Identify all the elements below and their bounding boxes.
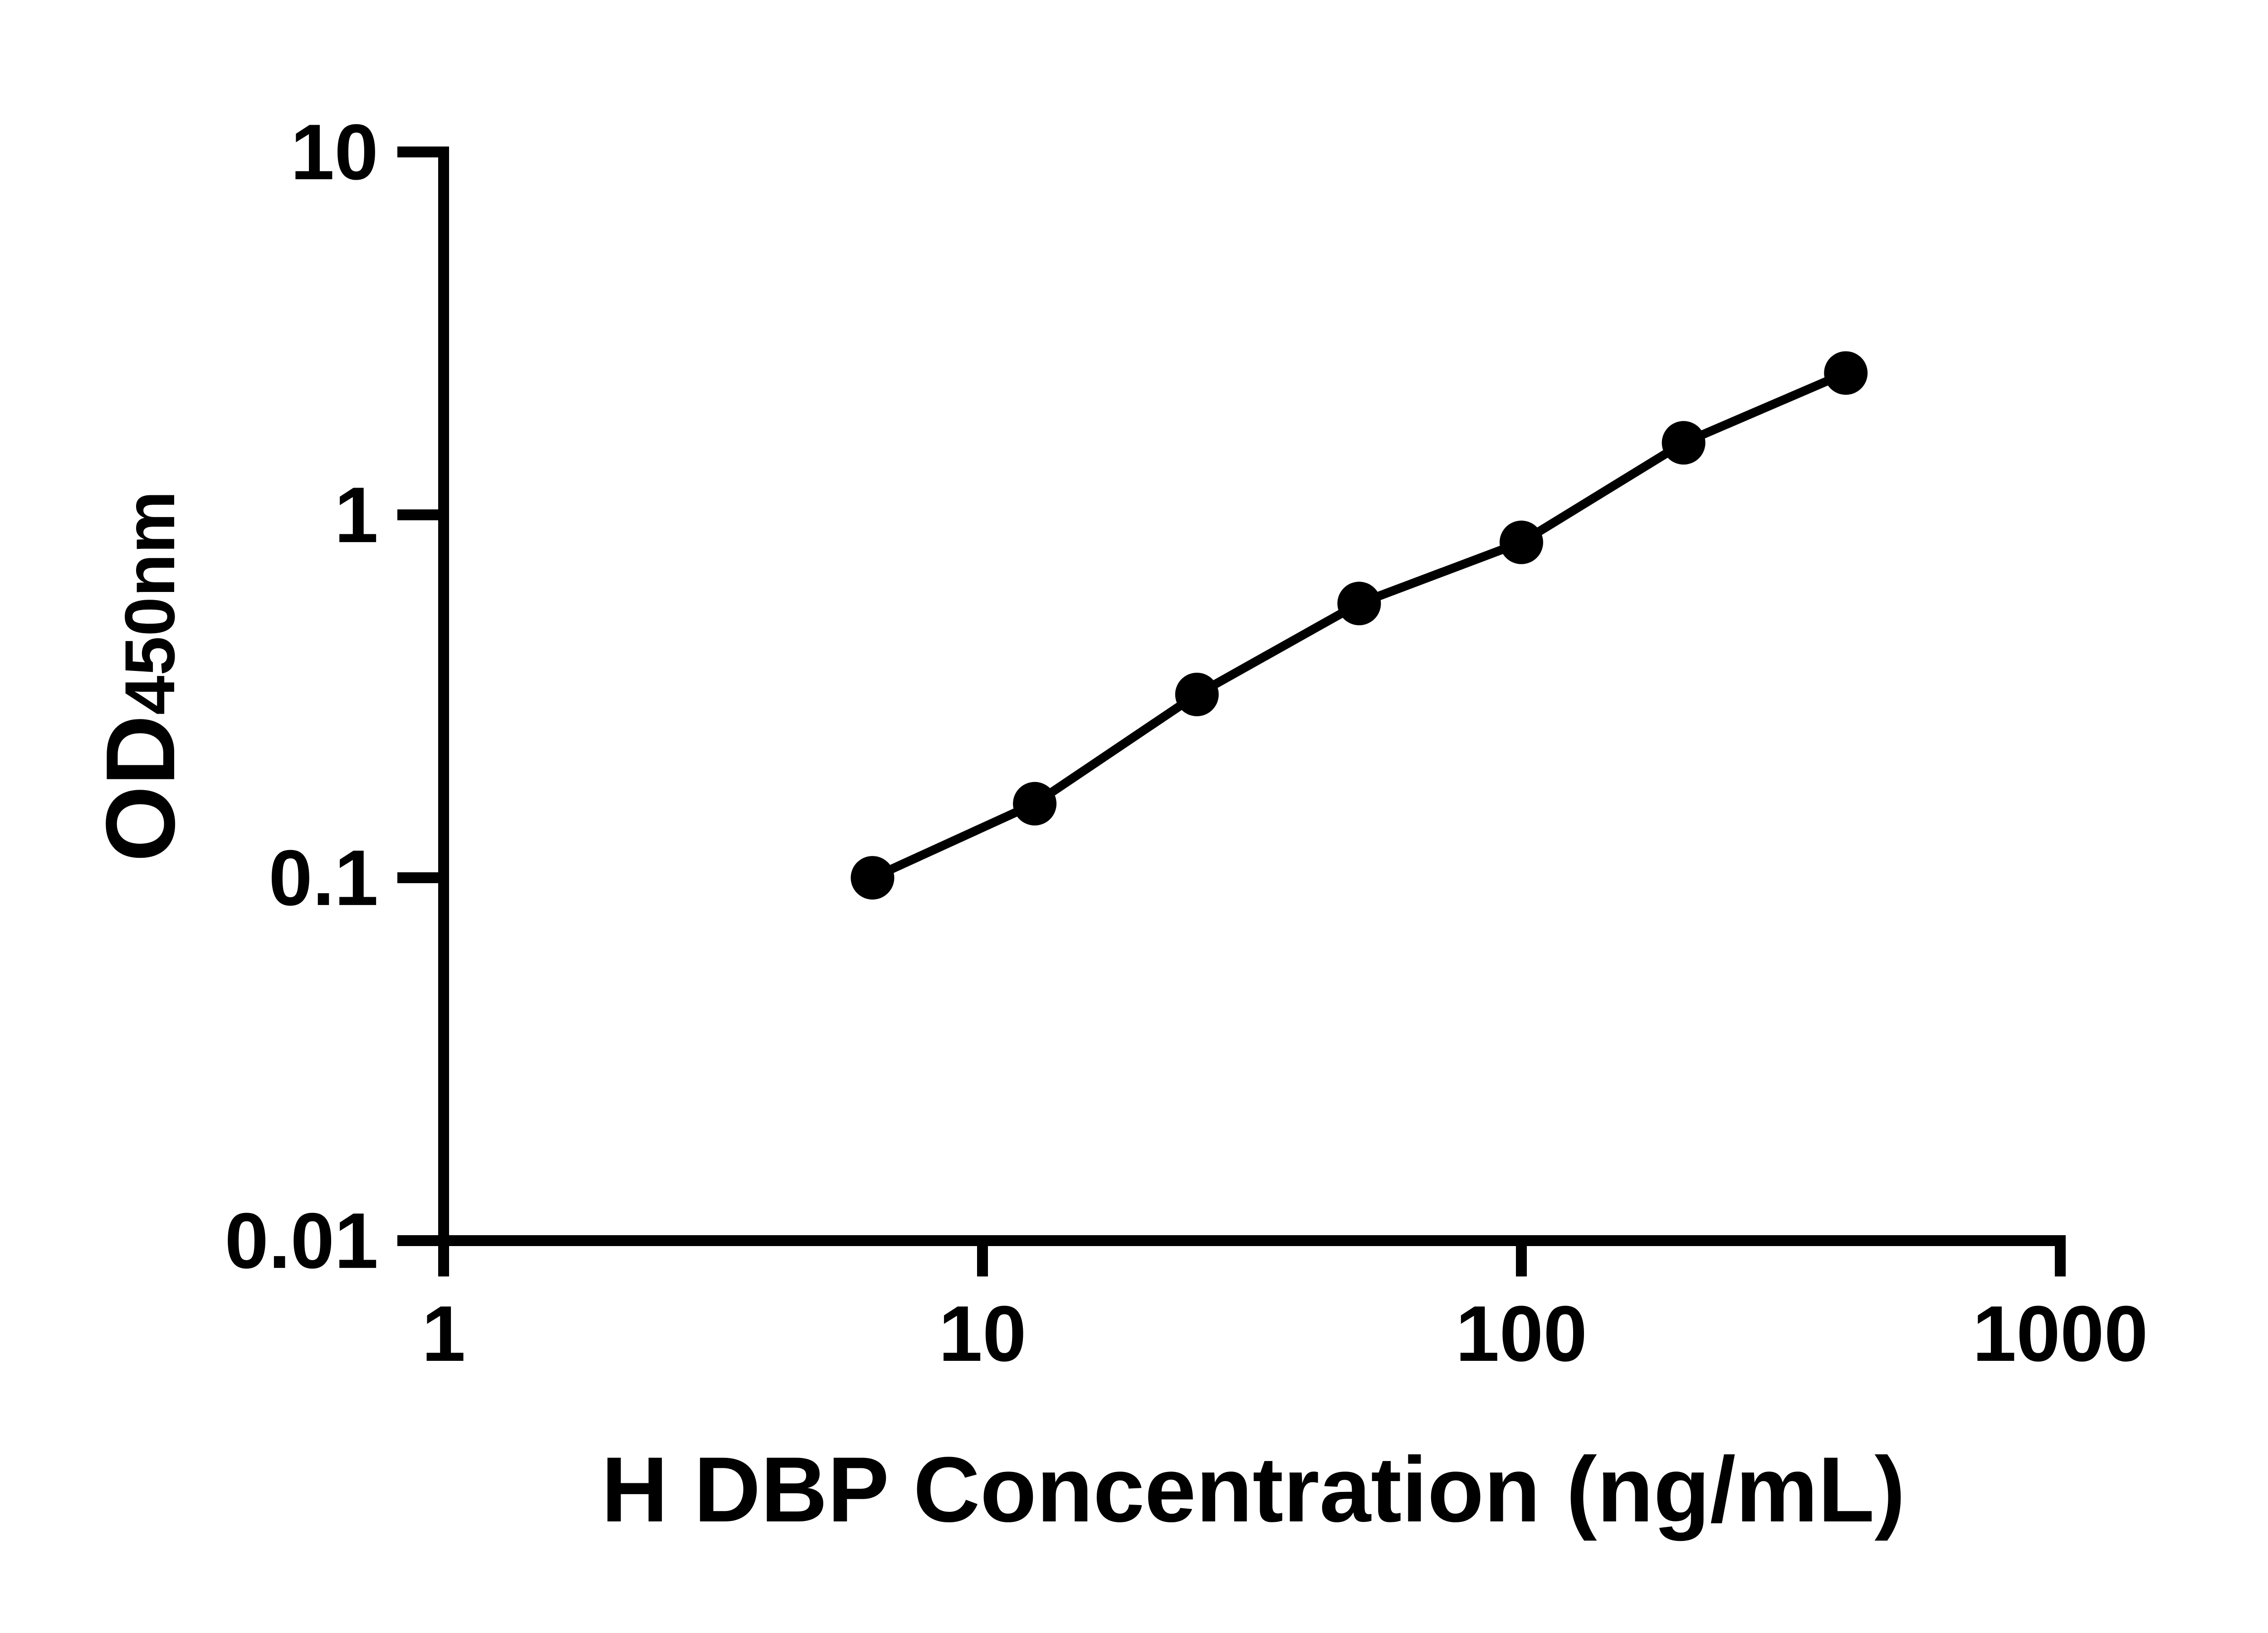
data-point bbox=[1175, 672, 1219, 716]
y-axis-title-subscript: 450nm bbox=[111, 491, 190, 715]
data-point bbox=[1662, 421, 1706, 465]
data-series bbox=[850, 351, 1868, 900]
data-point bbox=[1013, 782, 1057, 826]
x-axis-title: H DBP Concentration (ng/mL) bbox=[601, 1438, 1906, 1541]
data-point bbox=[1824, 351, 1868, 395]
x-tick-label: 1 bbox=[422, 1289, 466, 1378]
y-axis-title: OD450nm bbox=[85, 491, 195, 862]
data-point bbox=[1337, 582, 1381, 626]
x-tick-label: 10 bbox=[938, 1289, 1026, 1378]
x-tick-label: 1000 bbox=[1972, 1289, 2148, 1378]
y-tick-label: 0.01 bbox=[225, 1196, 378, 1285]
y-axis-title-main: OD bbox=[85, 715, 195, 862]
tick-labels: 10 1 0.1 0.01 1 10 100 1000 bbox=[225, 108, 2148, 1378]
y-tick-label: 10 bbox=[290, 108, 378, 196]
data-point bbox=[1500, 520, 1543, 564]
y-tick-label: 0.1 bbox=[269, 833, 378, 922]
y-tick-label: 1 bbox=[334, 470, 378, 559]
data-point bbox=[850, 856, 894, 900]
axes bbox=[397, 147, 2066, 1276]
x-tick-label: 100 bbox=[1456, 1289, 1587, 1378]
